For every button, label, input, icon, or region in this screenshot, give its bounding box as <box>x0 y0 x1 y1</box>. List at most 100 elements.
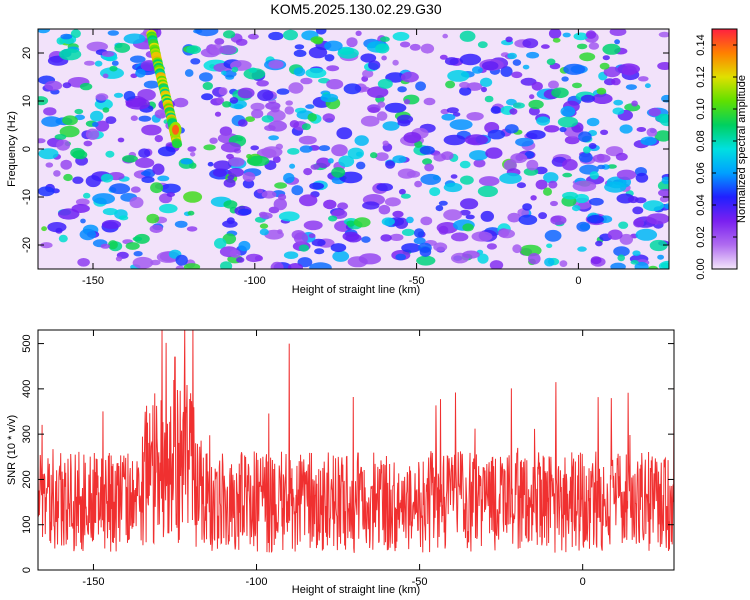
heatmap-cell <box>115 256 123 262</box>
heatmap-cell <box>531 81 543 91</box>
heatmap-cell <box>473 159 486 168</box>
heatmap-cell <box>141 176 155 183</box>
heatmap-x-axis: -150 -100 -50 0 <box>82 29 581 287</box>
heatmap-cell <box>315 29 327 35</box>
heatmap-cell <box>186 226 198 232</box>
heatmap-cell <box>400 193 411 199</box>
heatmap-cell <box>504 124 519 134</box>
heatmap-cell <box>486 243 497 250</box>
heatmap-cell <box>184 69 194 77</box>
heatmap-cell <box>546 243 553 249</box>
heatmap-cell <box>250 145 259 151</box>
heatmap-cell <box>293 232 309 245</box>
heatmap-cell <box>299 194 318 207</box>
heatmap-cell <box>613 99 624 106</box>
heatmap-cell <box>95 93 109 101</box>
heatmap-cell <box>447 70 470 82</box>
heatmap-cell <box>535 179 548 190</box>
heatmap-cell <box>384 197 401 207</box>
heatmap-cell <box>187 146 197 152</box>
heatmap-cell <box>416 255 436 266</box>
heatmap-cell <box>443 209 462 221</box>
heatmap-cell <box>419 246 432 257</box>
heatmap-cell <box>560 106 576 117</box>
heatmap-cell <box>138 148 151 158</box>
heatmap-cell <box>173 97 189 108</box>
heatmap-cell <box>499 172 522 184</box>
heatmap-cell <box>438 225 449 235</box>
heatmap-cell <box>218 87 228 96</box>
heatmap-cell <box>546 58 556 66</box>
heatmap-cell <box>564 135 580 145</box>
heatmap-cell <box>130 115 138 121</box>
heatmap-cell <box>326 79 344 90</box>
heatmap-cell <box>586 117 600 127</box>
heatmap-peak <box>172 124 180 135</box>
heatmap-cell <box>122 155 138 163</box>
heatmap-cell <box>617 254 625 262</box>
heatmap-cell <box>409 43 421 51</box>
heatmap-cell <box>146 213 160 224</box>
heatmap-cell <box>400 71 419 83</box>
heatmap-cell <box>79 228 97 241</box>
snr-x-axis-label: Height of straight line (km) <box>292 584 420 596</box>
heatmap-cell <box>245 253 262 263</box>
heatmap-cell <box>429 187 441 197</box>
heatmap-cell <box>614 39 620 45</box>
snr-y-axis: 0 100 200 300 400 500 <box>21 334 674 573</box>
heatmap-cell <box>58 48 82 61</box>
heatmap-cell <box>515 137 534 147</box>
heatmap-cell <box>95 120 110 132</box>
heatmap-cell <box>362 69 374 78</box>
x-tick-label: -150 <box>82 576 104 588</box>
heatmap-cell <box>180 158 193 165</box>
heatmap-cell <box>490 106 501 114</box>
heatmap-cell <box>572 82 582 89</box>
heatmap-cell <box>360 53 377 63</box>
heatmap-cell <box>264 229 284 240</box>
heatmap-cell <box>338 155 355 168</box>
heatmap-cell <box>229 249 241 258</box>
heatmap-cell <box>621 65 637 76</box>
heatmap-cell <box>451 232 469 242</box>
heatmap-cell <box>159 203 178 214</box>
heatmap-cell <box>60 33 73 40</box>
heatmap-cell <box>512 244 522 254</box>
heatmap-cell <box>152 163 165 175</box>
heatmap-cell <box>53 170 61 177</box>
heatmap-cell <box>41 226 47 232</box>
heatmap-cell <box>237 87 255 99</box>
heatmap-cell <box>498 229 515 239</box>
heatmap-cell <box>336 127 353 140</box>
heatmap-cell <box>342 231 360 242</box>
heatmap-cell <box>596 87 607 95</box>
heatmap-cell <box>616 169 637 180</box>
heatmap-cell <box>258 211 268 217</box>
heatmap-cell <box>307 113 317 122</box>
heatmap-cell <box>646 213 669 225</box>
heatmap-cell <box>477 253 489 264</box>
heatmap-cell <box>209 44 224 55</box>
heatmap-cell <box>250 102 265 111</box>
x-tick-label: 0 <box>580 576 586 588</box>
heatmap-cell <box>526 159 539 171</box>
heatmap-cell <box>589 171 599 180</box>
heatmap-cell <box>299 145 313 153</box>
heatmap-cell <box>150 182 164 194</box>
heatmap-cell <box>318 145 331 152</box>
heatmap-cell <box>587 214 604 224</box>
heatmap-cell <box>633 218 645 228</box>
heatmap-y-axis-label: Frequency (Hz) <box>6 111 18 187</box>
heatmap-cell <box>303 168 313 176</box>
y-tick-label: 0 <box>21 146 33 152</box>
heatmap-cell <box>356 161 366 170</box>
heatmap-cell <box>77 258 90 267</box>
heatmap-cell <box>551 87 569 99</box>
colorbar-tick-label: 0.04 <box>695 194 707 215</box>
colorbar-tick-label: 0.08 <box>695 130 707 151</box>
heatmap-cell <box>222 101 232 108</box>
heatmap-cell <box>85 175 101 188</box>
heatmap-cell <box>459 86 472 96</box>
heatmap-cell <box>572 205 581 212</box>
heatmap-cell <box>100 243 111 249</box>
